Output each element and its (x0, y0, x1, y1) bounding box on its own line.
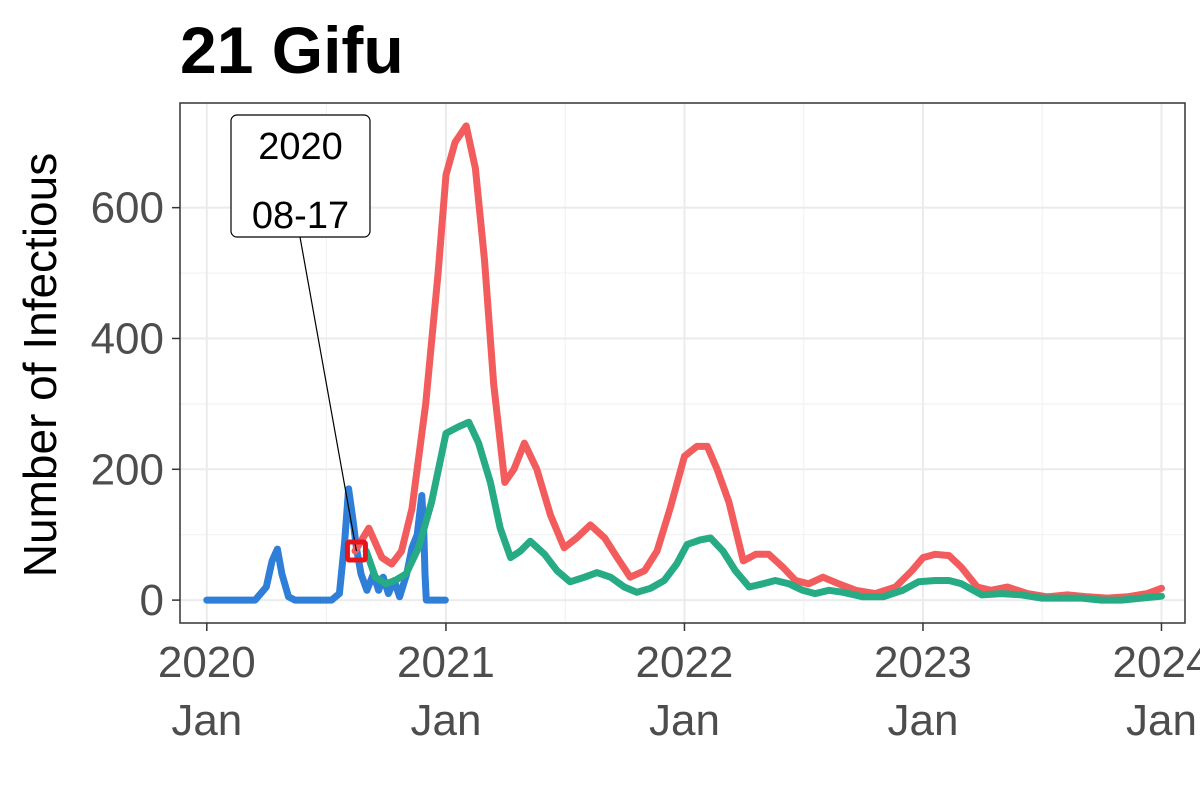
x-tick-label-year: 2021 (397, 638, 495, 687)
x-tick-label-year: 2022 (636, 638, 734, 687)
y-tick-label: 400 (91, 314, 164, 363)
series-line-3 (362, 418, 1165, 604)
annotation-pointer (299, 236, 358, 552)
annotation-box (230, 114, 371, 238)
x-tick-label-month: Jan (171, 696, 242, 745)
x-tick-label-year: 2024 (1113, 638, 1200, 687)
x-tick-label-month: Jan (649, 696, 720, 745)
annotation-marker (344, 539, 368, 563)
annotation-date: 08-17 (252, 195, 349, 237)
series-lines (203, 122, 1165, 604)
x-tick-label-year: 2020 (158, 638, 256, 687)
y-axis-label: Number of Infectious (14, 153, 66, 577)
y-tick-label: 600 (91, 184, 164, 233)
x-tick-label-month: Jan (1126, 696, 1197, 745)
y-tick-label: 200 (91, 445, 164, 494)
x-tick-label-month: Jan (410, 696, 481, 745)
x-tick-label-month: Jan (887, 696, 958, 745)
series-line-1 (203, 485, 449, 604)
series-line-2 (351, 122, 1165, 602)
x-tick-label-year: 2023 (874, 638, 972, 687)
chart-title: 21 Gifu (180, 13, 404, 87)
y-tick-label: 0 (140, 576, 164, 625)
plot-border (179, 102, 1186, 624)
annotation-year: 2020 (258, 126, 343, 168)
axis-ticks: 2020 Jan 2021 Jan 2022 Jan 2023 Jan 2024 Jan 0 200 4… (91, 184, 1200, 745)
annotation: 2020 08-17 (230, 114, 371, 563)
